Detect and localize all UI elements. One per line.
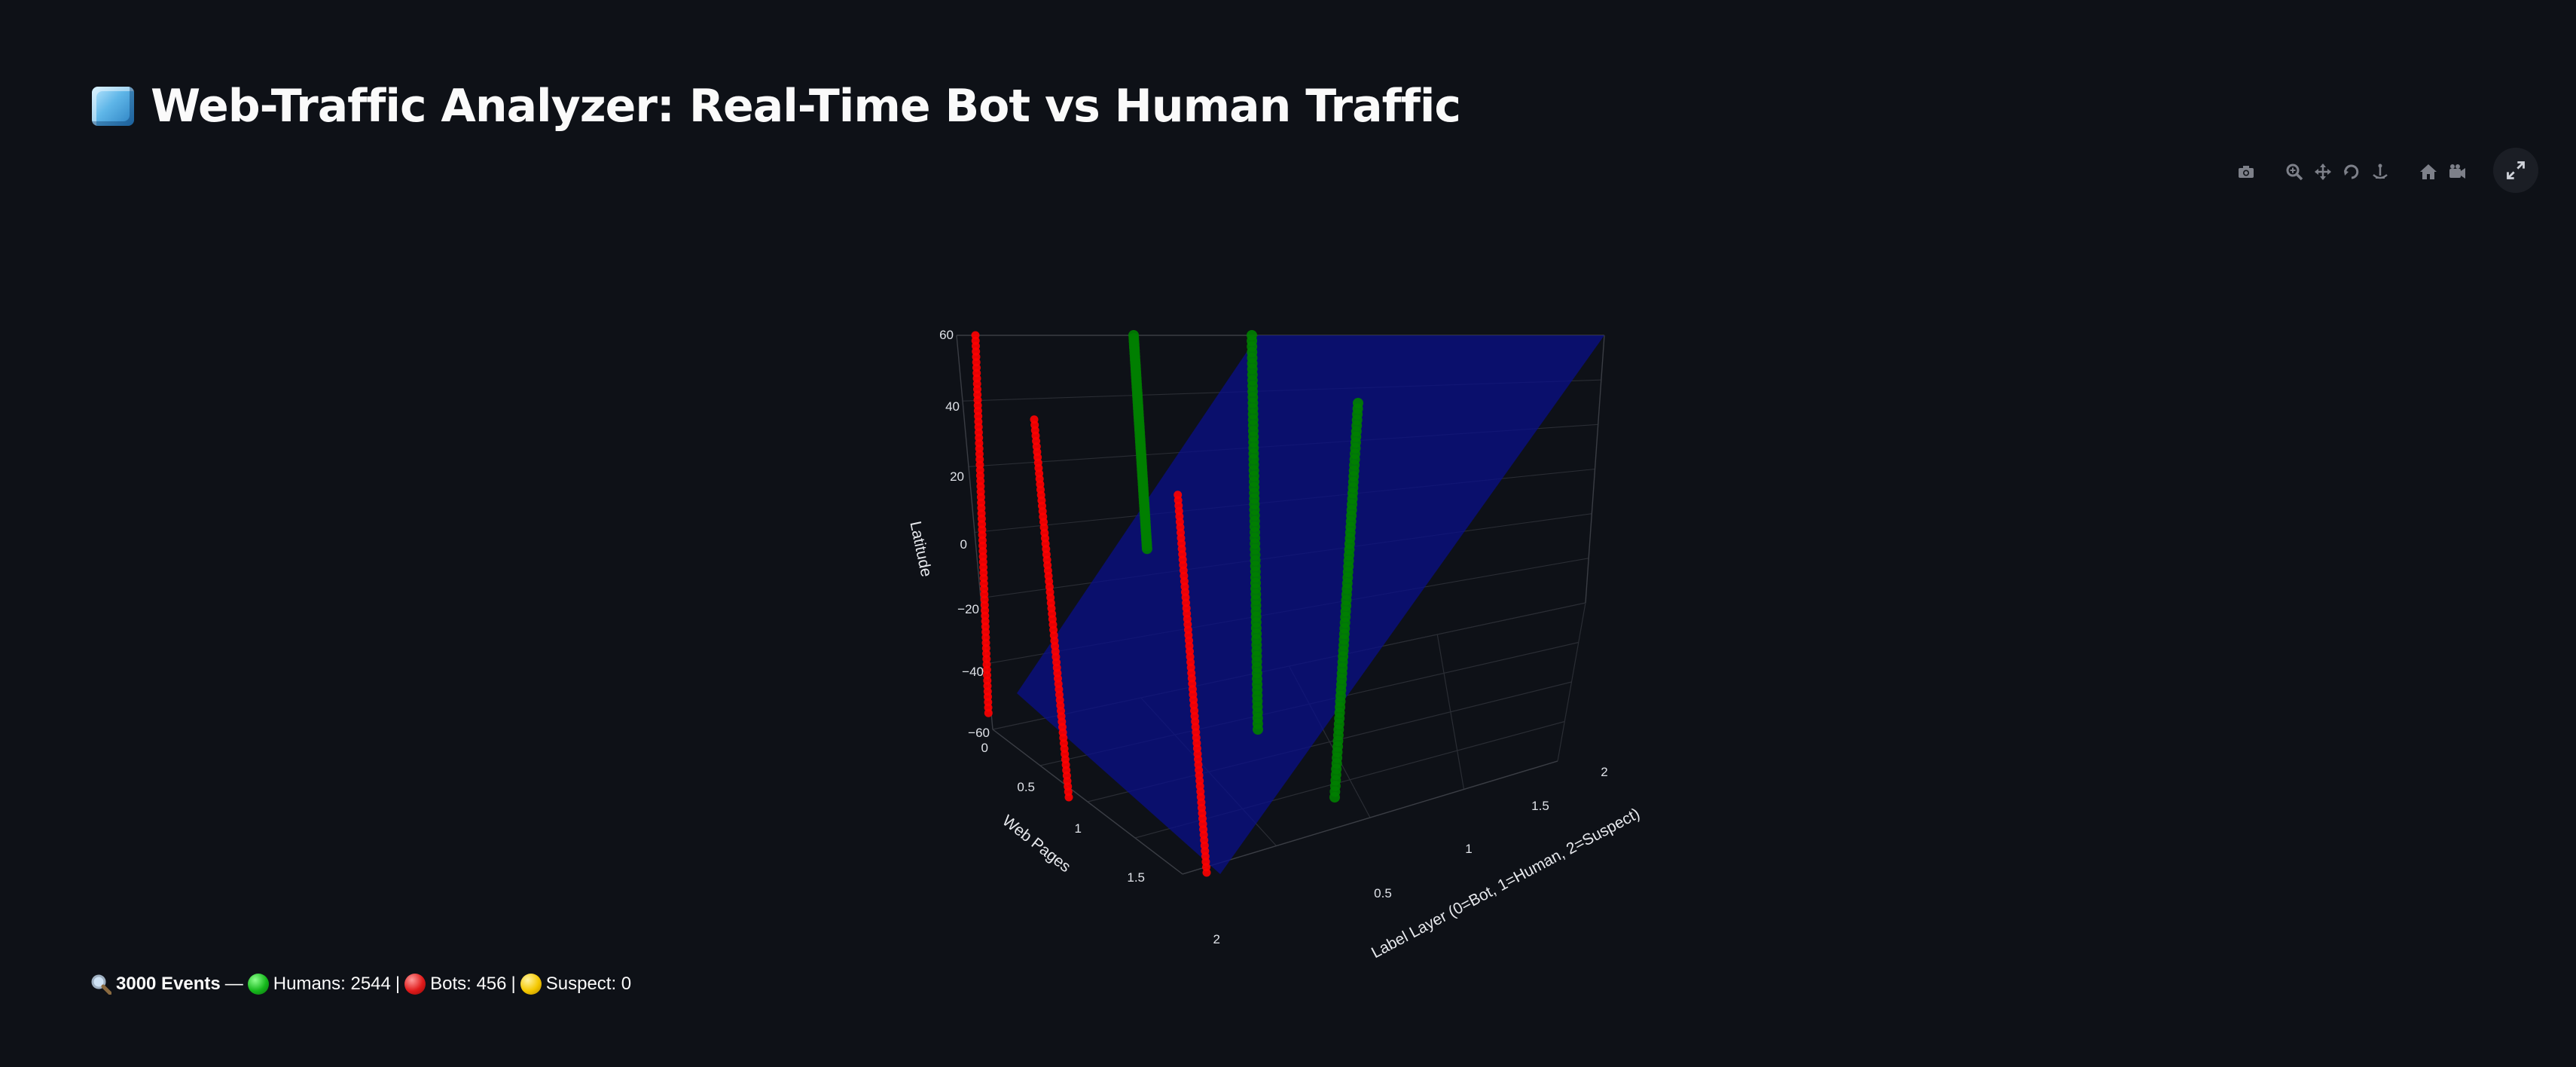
plot-modebar bbox=[2237, 157, 2514, 187]
yellow-circle-icon bbox=[520, 974, 542, 995]
x-tick-label: 0.5 bbox=[1374, 886, 1392, 900]
z-tick-label: −40 bbox=[962, 665, 984, 679]
z-tick-label: 60 bbox=[939, 328, 954, 342]
y-tick-label: 1 bbox=[1075, 821, 1082, 836]
page-header: Web-Traffic Analyzer: Real-Time Bot vs H… bbox=[92, 72, 1461, 140]
camera-reset-icon[interactable] bbox=[2448, 163, 2466, 181]
fullscreen-icon bbox=[2507, 161, 2525, 179]
x-axis-title: Label Layer (0=Bot, 1=Human, 2=Suspect) bbox=[1369, 805, 1643, 962]
x-tick-label: 2 bbox=[1601, 765, 1607, 779]
human-point bbox=[1247, 330, 1257, 341]
bots-count: Bots: 456 bbox=[430, 974, 507, 994]
separator-dash: — bbox=[224, 974, 243, 994]
chart-canvas[interactable]: 60 40 20 0 −20 −40 −60 0 0.5 1 1.5 2 0.5… bbox=[866, 301, 1665, 962]
y-axis-title: Web Pages bbox=[999, 812, 1073, 876]
floor-grid-line bbox=[1436, 634, 1465, 790]
human-point bbox=[1353, 398, 1363, 408]
box-edge bbox=[992, 729, 1183, 875]
y-tick-label: 0 bbox=[981, 741, 988, 755]
home-icon[interactable] bbox=[2419, 163, 2437, 181]
y-tick-label: 0.5 bbox=[1017, 780, 1035, 794]
z-tick-label: 40 bbox=[945, 399, 960, 414]
bot-point bbox=[1030, 415, 1039, 424]
suspect-count: Suspect: 0 bbox=[545, 974, 632, 994]
separator-bar: | bbox=[395, 974, 401, 994]
pan-icon[interactable] bbox=[2314, 163, 2332, 181]
box-edge bbox=[1585, 335, 1605, 604]
z-axis-title: Latitude bbox=[906, 520, 935, 579]
box-edge bbox=[1182, 760, 1558, 875]
humans-count: Humans: 2544 bbox=[273, 974, 391, 994]
magnifier-icon bbox=[91, 974, 111, 995]
fullscreen-button[interactable] bbox=[2493, 148, 2538, 193]
zoom-icon[interactable] bbox=[2285, 163, 2303, 181]
scatter-3d-chart[interactable]: 60 40 20 0 −20 −40 −60 0 0.5 1 1.5 2 0.5… bbox=[866, 301, 1665, 962]
decision-surface bbox=[1017, 335, 1604, 874]
chart-series bbox=[971, 330, 1363, 877]
x-tick-label: 1.5 bbox=[1531, 799, 1549, 813]
green-circle-icon bbox=[247, 974, 269, 995]
event-summary: 3000 Events — Humans: 2544 | Bots: 456 |… bbox=[90, 971, 631, 998]
red-circle-icon bbox=[404, 974, 426, 995]
orbit-rotation-icon[interactable] bbox=[2343, 163, 2361, 181]
page-title: Web-Traffic Analyzer: Real-Time Bot vs H… bbox=[151, 80, 1461, 133]
z-tick-label: −60 bbox=[968, 726, 990, 740]
separator-bar: | bbox=[511, 974, 516, 994]
events-count: 3000 Events bbox=[116, 974, 221, 994]
camera-icon[interactable] bbox=[2237, 163, 2255, 181]
x-tick-label: 1 bbox=[1465, 842, 1472, 856]
floor-grid-line bbox=[1557, 602, 1586, 762]
z-tick-label: −20 bbox=[957, 602, 979, 616]
bot-point bbox=[1174, 491, 1183, 500]
turntable-rotation-icon[interactable] bbox=[2371, 163, 2389, 181]
chart-ticks: 60 40 20 0 −20 −40 −60 0 0.5 1 1.5 2 0.5… bbox=[939, 328, 1608, 946]
z-tick-label: 20 bbox=[950, 469, 964, 484]
y-tick-label: 1.5 bbox=[1127, 870, 1145, 885]
chart-surface bbox=[1017, 335, 1604, 874]
y-tick-label: 2 bbox=[1213, 932, 1220, 946]
ice-cube-icon bbox=[92, 87, 134, 126]
human-point bbox=[1128, 330, 1139, 341]
z-tick-label: 0 bbox=[960, 537, 967, 552]
bot-point bbox=[971, 331, 980, 340]
